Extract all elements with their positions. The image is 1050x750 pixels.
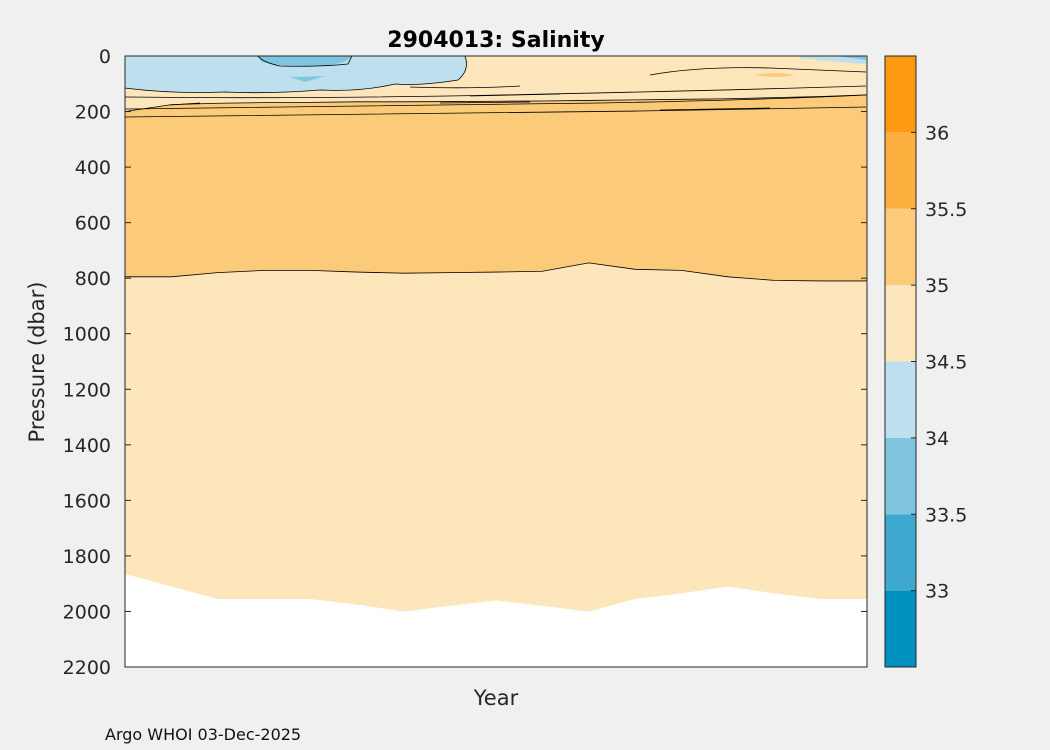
fresh-surface-patch-west (125, 56, 467, 93)
contour-line-35-surface (124, 94, 868, 112)
colorbar-tick-label: 36 (925, 122, 949, 144)
colorbar: 33 33.5 34 34.5 35 35.5 36 (884, 55, 967, 668)
chart-title: 2904013: Salinity (387, 28, 604, 53)
colorbar-segment (885, 285, 916, 362)
colorbar-segment (885, 590, 916, 667)
y-tick-label: 0 (99, 46, 111, 68)
colorbar-segment (885, 437, 916, 515)
colorbar-tick-label: 34.5 (925, 352, 967, 374)
contour-line-near-surface-2 (124, 94, 867, 110)
fresh-lens-small (290, 76, 325, 82)
contour-fills (125, 56, 867, 612)
y-tick-label: 600 (75, 213, 111, 235)
colorbar-segment (885, 514, 916, 591)
salinity-band-35-35.5 (125, 94, 867, 281)
contour-line-near-surface-4 (169, 93, 771, 111)
y-tick-label: 1200 (63, 379, 111, 401)
contour-line-35-deep (125, 262, 867, 282)
contour-line-34-west (257, 55, 353, 67)
fresh-surface-patch-east-core (835, 56, 866, 60)
contour-line-34.5-west (124, 55, 467, 94)
y-tick-label: 2200 (63, 657, 111, 679)
colorbar-segment (885, 361, 916, 438)
y-tick-label: 400 (75, 157, 111, 179)
freshest-surface-patch (258, 56, 352, 67)
colorbar-tick-label: 33 (925, 581, 949, 603)
contour-lines (124, 55, 868, 282)
colorbar-tick-label: 34 (925, 428, 949, 450)
y-axis-label: Pressure (dbar) (25, 282, 49, 443)
y-tick-label: 1800 (63, 546, 111, 568)
fresh-surface-patch-east (800, 56, 866, 64)
x-axis-label: Year (473, 686, 519, 710)
contour-line-near-surface-5 (409, 67, 867, 89)
colorbar-tick-label: 35 (925, 275, 949, 297)
y-tick-label: 200 (75, 102, 111, 124)
salty-lens-surface (755, 73, 795, 77)
y-tick-label: 1400 (63, 435, 111, 457)
colorbar-tick-label: 33.5 (925, 504, 967, 526)
colorbar-segment (885, 132, 916, 209)
colorbar-segment (885, 208, 916, 286)
colorbar-segment (885, 56, 916, 133)
y-tick-label: 800 (75, 268, 111, 290)
y-tick-label: 1000 (63, 324, 111, 346)
y-axis: 0 200 400 600 800 1000 1200 1400 1600 1800 2000 220… (63, 46, 867, 679)
footer-credit: Argo WHOI 03-Dec-2025 (105, 725, 302, 744)
colorbar-tick-label: 35.5 (925, 199, 967, 221)
contour-line-near-surface-3 (124, 106, 867, 118)
plot-frame (124, 55, 868, 668)
y-tick-label: 2000 (63, 601, 111, 623)
y-tick-label: 1600 (63, 490, 111, 512)
